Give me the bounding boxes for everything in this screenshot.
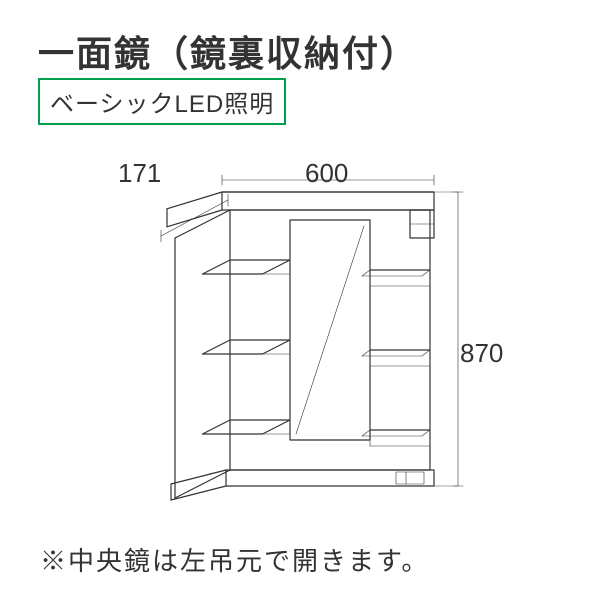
subtitle-badge: ベーシックLED照明 [38,78,286,125]
dim-depth-label: 171 [118,158,161,189]
dim-width-label: 600 [305,158,348,189]
product-title: 一面鏡（鏡裏収納付） [38,25,418,77]
footnote-text: ※中央鏡は左吊元で開きます。 [40,541,429,578]
dim-height-label: 870 [460,338,503,369]
dimension-diagram [110,150,470,510]
